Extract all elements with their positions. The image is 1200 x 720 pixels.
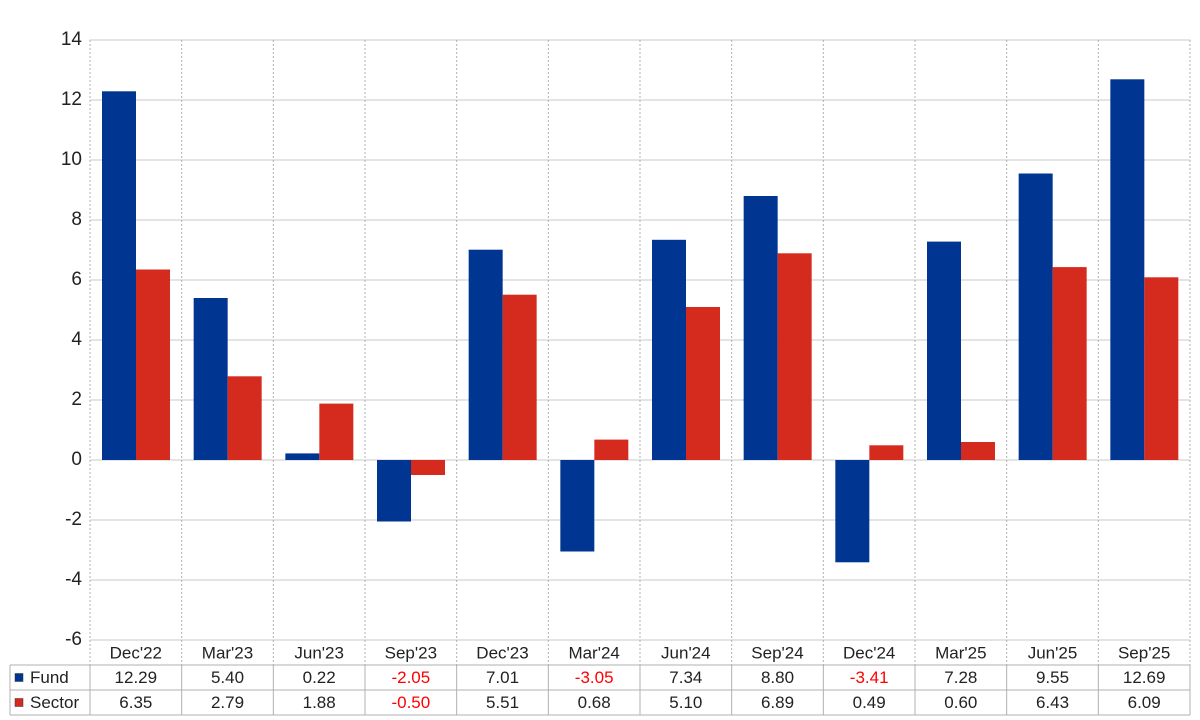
table-value: 1.88 <box>303 693 336 712</box>
bar <box>468 249 503 460</box>
bar <box>743 196 778 460</box>
y-tick-label: -2 <box>65 509 82 530</box>
bar <box>835 460 870 563</box>
table-value: 6.35 <box>119 693 152 712</box>
bar <box>502 294 537 460</box>
bar <box>1144 277 1179 460</box>
table-value: 0.22 <box>303 668 336 687</box>
y-tick-label: 2 <box>71 389 82 410</box>
table-value: 0.68 <box>578 693 611 712</box>
bar <box>927 241 961 460</box>
bar <box>652 239 686 460</box>
y-tick-label: 10 <box>61 149 82 170</box>
y-tick-label: 4 <box>71 329 82 350</box>
bar <box>560 460 595 552</box>
table-value: -2.05 <box>391 668 430 687</box>
x-tick-label: Dec'22 <box>110 643 162 662</box>
bar <box>1052 267 1087 460</box>
table-value: 0.60 <box>944 693 977 712</box>
y-tick-label: 14 <box>61 29 83 50</box>
legend-swatch <box>14 698 24 707</box>
table-value: 7.34 <box>669 668 702 687</box>
x-tick-label: Sep'23 <box>385 643 437 662</box>
legend-swatch <box>14 673 24 682</box>
table-value: -3.05 <box>575 668 614 687</box>
table-value: 9.55 <box>1036 668 1069 687</box>
bar <box>411 460 445 475</box>
bar <box>319 403 354 460</box>
x-tick-label: Mar'25 <box>935 643 986 662</box>
bar <box>227 376 262 460</box>
bar <box>686 307 720 460</box>
y-tick-label: 12 <box>61 89 82 110</box>
table-value: 8.80 <box>761 668 794 687</box>
x-tick-label: Mar'24 <box>568 643 619 662</box>
bar <box>136 269 170 460</box>
table-value: 6.43 <box>1036 693 1069 712</box>
bar <box>869 445 904 460</box>
x-tick-label: Jun'25 <box>1028 643 1078 662</box>
y-tick-label: -4 <box>65 569 82 590</box>
x-tick-label: Sep'24 <box>751 643 803 662</box>
table-value: 5.40 <box>211 668 244 687</box>
bar <box>777 253 812 460</box>
table-value: -3.41 <box>850 668 889 687</box>
table-value: 6.89 <box>761 693 794 712</box>
table-value: 0.49 <box>853 693 886 712</box>
x-tick-label: Mar'23 <box>202 643 253 662</box>
y-tick-label: 6 <box>71 269 82 290</box>
x-tick-label: Sep'25 <box>1118 643 1170 662</box>
y-tick-label: 8 <box>71 209 82 230</box>
bar <box>1018 173 1053 460</box>
x-tick-label: Jun'23 <box>294 643 344 662</box>
y-tick-label: -6 <box>65 629 82 650</box>
table-value: 5.51 <box>486 693 519 712</box>
table-value: 12.69 <box>1123 668 1166 687</box>
table-value: 6.09 <box>1128 693 1161 712</box>
bar <box>961 442 995 460</box>
table-value: 7.28 <box>944 668 977 687</box>
y-tick-label: 0 <box>71 449 82 470</box>
x-tick-label: Dec'23 <box>476 643 528 662</box>
bar <box>1110 79 1145 461</box>
legend-label: Fund <box>30 668 69 687</box>
legend-label: Sector <box>30 693 79 712</box>
table-value: -0.50 <box>391 693 430 712</box>
table-value: 7.01 <box>486 668 519 687</box>
bar <box>377 460 411 522</box>
bar <box>193 298 228 460</box>
bar <box>594 439 629 460</box>
x-tick-label: Dec'24 <box>843 643 895 662</box>
bar <box>285 453 320 460</box>
table-value: 5.10 <box>669 693 702 712</box>
bar <box>102 91 136 461</box>
table-value: 2.79 <box>211 693 244 712</box>
x-tick-label: Jun'24 <box>661 643 711 662</box>
table-value: 12.29 <box>115 668 158 687</box>
